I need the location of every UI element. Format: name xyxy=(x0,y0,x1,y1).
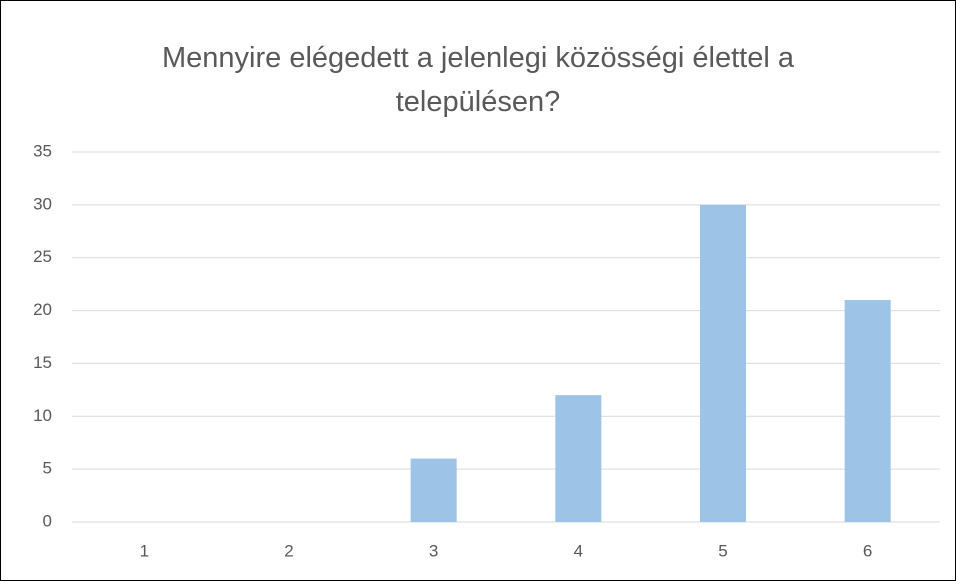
x-tick-label: 5 xyxy=(718,541,727,560)
x-tick-label: 3 xyxy=(429,541,438,560)
bar xyxy=(844,300,891,522)
bar xyxy=(410,458,457,522)
y-tick-label: 15 xyxy=(33,353,52,372)
bar xyxy=(700,204,746,522)
y-tick-label: 35 xyxy=(33,141,52,160)
x-tick-label: 2 xyxy=(284,541,293,560)
y-tick-label: 5 xyxy=(43,459,52,478)
y-tick-label: 25 xyxy=(33,247,52,266)
x-tick-label: 4 xyxy=(574,541,583,560)
y-tick-label: 0 xyxy=(43,511,52,530)
bar xyxy=(555,395,602,522)
y-tick-label: 20 xyxy=(33,300,52,319)
x-tick-label: 1 xyxy=(140,541,149,560)
x-tick-label: 6 xyxy=(863,541,872,560)
y-tick-label: 30 xyxy=(33,194,52,213)
chart-title: Mennyire elégedett a jelenlegi közösségi… xyxy=(162,42,794,118)
y-tick-label: 10 xyxy=(33,406,52,425)
